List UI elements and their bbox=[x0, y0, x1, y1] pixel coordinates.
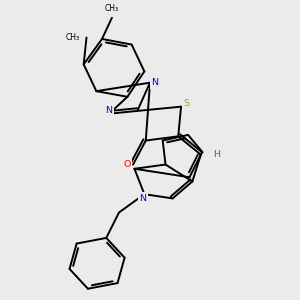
Text: N: N bbox=[152, 78, 159, 87]
Text: O: O bbox=[123, 160, 130, 169]
Text: H: H bbox=[213, 150, 220, 159]
Text: N: N bbox=[140, 194, 146, 203]
Text: S: S bbox=[183, 99, 189, 108]
Text: CH₃: CH₃ bbox=[65, 33, 80, 42]
Text: N: N bbox=[106, 106, 112, 115]
Text: CH₃: CH₃ bbox=[105, 4, 119, 13]
